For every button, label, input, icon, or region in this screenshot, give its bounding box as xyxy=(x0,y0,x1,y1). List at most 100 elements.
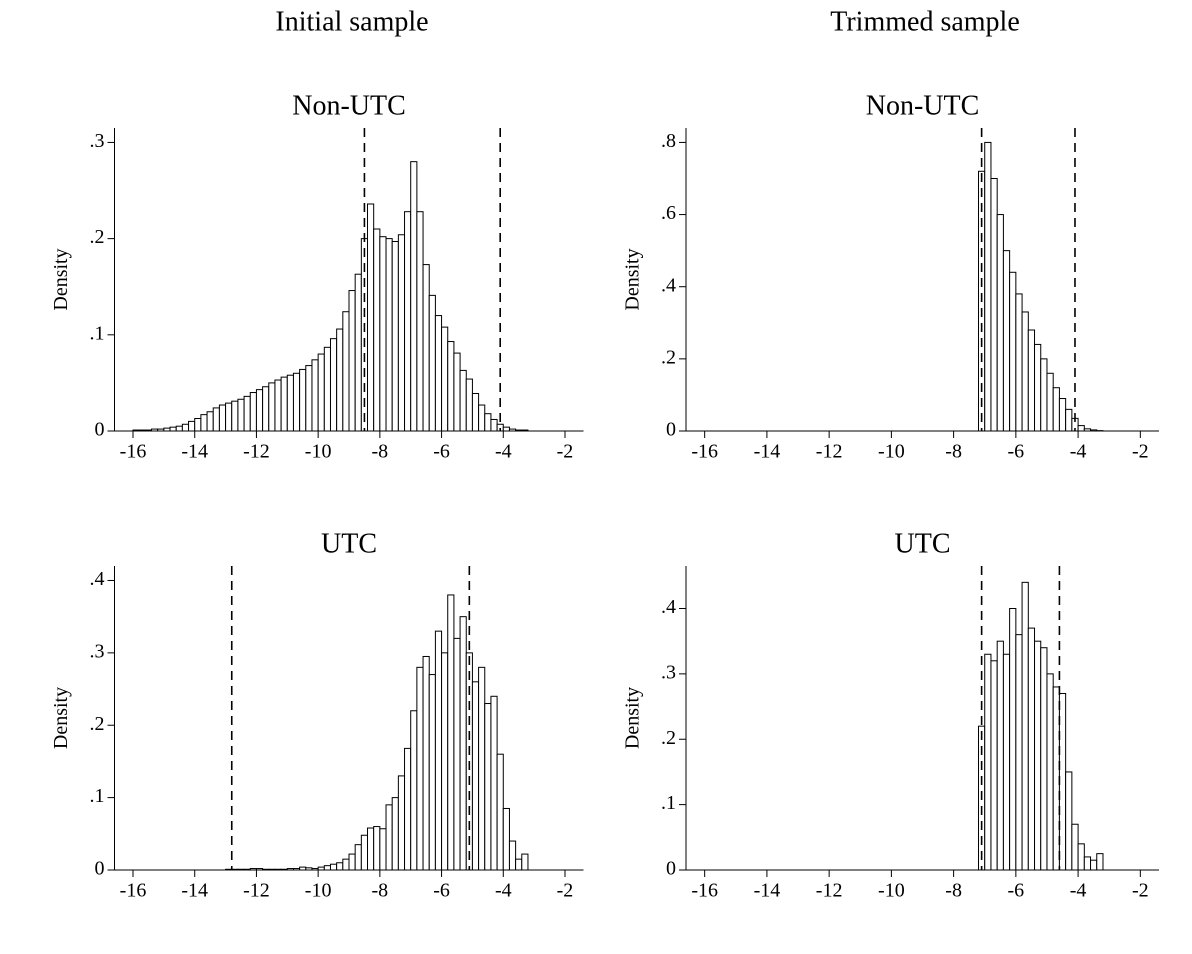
histogram-bar xyxy=(188,420,196,432)
histogram-bar xyxy=(243,395,251,432)
y-tick-label: .3 xyxy=(90,130,105,152)
histogram-bar xyxy=(1040,358,1048,432)
y-tick-label: 0 xyxy=(95,419,105,441)
histogram-bar xyxy=(249,392,257,432)
histogram-bar xyxy=(1009,607,1017,871)
histogram-bar xyxy=(502,807,510,871)
histogram-bar xyxy=(996,640,1004,871)
histogram-bar xyxy=(428,294,436,432)
histogram-bar xyxy=(441,326,449,432)
histogram-bar xyxy=(521,853,529,871)
x-tick-label: -14 xyxy=(181,441,208,463)
histogram-bar xyxy=(231,400,239,432)
histogram-bar xyxy=(1065,771,1073,871)
histogram-bar xyxy=(1021,311,1029,432)
histogram-bar xyxy=(379,828,387,871)
histogram-bar xyxy=(484,413,492,432)
histogram-bar xyxy=(255,389,264,432)
histogram-bar xyxy=(175,425,183,432)
histogram-bar xyxy=(1046,673,1054,871)
histogram-bar xyxy=(478,666,486,871)
histogram-bar xyxy=(422,655,430,871)
histogram-bar xyxy=(459,369,467,432)
x-tick-label: -4 xyxy=(1070,880,1087,902)
x-tick-label: -16 xyxy=(691,441,718,463)
histogram-bar xyxy=(1002,653,1011,871)
panel-title: UTC xyxy=(895,528,951,559)
histogram-bar xyxy=(1046,372,1054,432)
column-heading: Initial sample xyxy=(275,6,428,37)
histogram-bar xyxy=(1052,387,1060,432)
x-tick-label: -14 xyxy=(754,880,781,902)
histogram-bar xyxy=(447,594,455,871)
histogram-bar xyxy=(1090,859,1098,871)
y-tick-label: 0 xyxy=(666,419,676,441)
histogram-bar xyxy=(323,865,331,871)
histogram-bar xyxy=(515,858,523,871)
histogram-bar xyxy=(317,353,325,432)
histogram-bar xyxy=(508,840,517,871)
histogram-bar xyxy=(373,228,381,432)
histogram-bar xyxy=(1083,856,1092,871)
x-tick-label: -6 xyxy=(1008,441,1025,463)
histogram-bar xyxy=(181,423,190,432)
y-tick-label: .2 xyxy=(90,713,105,735)
histogram-bar xyxy=(194,417,202,432)
histogram-bar xyxy=(311,359,319,432)
y-tick-label: .4 xyxy=(661,596,676,618)
x-tick-label: -4 xyxy=(1070,441,1087,463)
histogram-bar xyxy=(410,161,418,432)
histogram-bar xyxy=(471,681,480,871)
x-tick-label: -16 xyxy=(691,880,718,902)
histogram-bar xyxy=(1002,250,1011,432)
panel: Non-UTC Density 0 .2 .4 .6 .8 -16 -14 -12 -10 -8 -6 -… xyxy=(622,90,1159,463)
histogram-bar xyxy=(404,211,412,432)
y-tick-label: .3 xyxy=(661,661,676,683)
x-tick-label: -8 xyxy=(372,880,389,902)
histogram-bar xyxy=(984,141,992,432)
histogram-bar xyxy=(323,346,331,432)
y-tick-label: 0 xyxy=(95,858,105,880)
histogram-bar xyxy=(490,418,498,432)
histogram-bar xyxy=(496,753,504,871)
histogram-bar xyxy=(422,264,430,432)
histogram-bar xyxy=(1058,398,1067,432)
x-tick-label: -6 xyxy=(433,441,450,463)
histogram-bar xyxy=(1040,647,1048,871)
y-tick-label: .3 xyxy=(90,640,105,662)
histogram-bar xyxy=(990,660,998,871)
histogram-bar xyxy=(441,652,449,871)
histogram-bar xyxy=(410,710,418,871)
histogram-bar xyxy=(471,392,480,432)
histogram-bar xyxy=(206,411,214,432)
y-tick-label: .8 xyxy=(661,130,676,152)
histogram-bar xyxy=(459,616,467,871)
histogram-bar xyxy=(434,315,443,432)
histogram-bar xyxy=(360,834,369,871)
histogram-bar xyxy=(218,404,227,432)
histogram-bar xyxy=(465,378,473,432)
x-tick-label: -10 xyxy=(305,880,332,902)
y-axis-label: Density xyxy=(622,687,644,749)
histogram-bar xyxy=(484,703,492,871)
histogram-bar xyxy=(342,858,350,871)
x-tick-label: -2 xyxy=(1132,880,1149,902)
x-tick-label: -14 xyxy=(754,441,781,463)
histogram-bar xyxy=(342,311,350,432)
histogram-bar xyxy=(984,653,992,871)
y-tick-label: .4 xyxy=(90,568,105,590)
histogram-bar xyxy=(1096,853,1104,871)
histogram-bar xyxy=(453,352,461,432)
histogram-bar xyxy=(379,236,387,432)
x-tick-label: -10 xyxy=(305,441,332,463)
histogram-bar xyxy=(1009,271,1017,432)
histogram-bar xyxy=(1077,425,1085,432)
column-heading: Trimmed sample xyxy=(830,6,1020,37)
x-tick-label: -2 xyxy=(557,880,574,902)
y-tick-label: .2 xyxy=(661,727,676,749)
y-tick-label: .1 xyxy=(90,785,105,807)
y-tick-label: .1 xyxy=(661,792,676,814)
histogram-bar xyxy=(1021,581,1029,871)
x-tick-label: -14 xyxy=(181,880,208,902)
x-tick-label: -12 xyxy=(816,880,843,902)
